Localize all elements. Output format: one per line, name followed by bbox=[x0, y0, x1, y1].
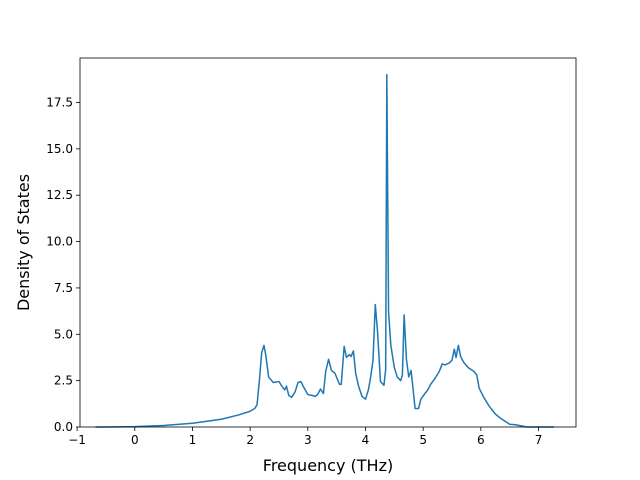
x-tick-label: 5 bbox=[419, 433, 427, 447]
x-tick-label: 0 bbox=[131, 433, 139, 447]
x-tick-label: 3 bbox=[304, 433, 312, 447]
x-tick-label: 2 bbox=[246, 433, 254, 447]
x-tick-label: 4 bbox=[362, 433, 370, 447]
x-axis-ticks: −1 0 1 2 3 4 5 6 7 bbox=[68, 427, 542, 447]
y-tick-label: 15.0 bbox=[46, 142, 73, 156]
y-tick-label: 17.5 bbox=[46, 96, 73, 110]
x-tick-label: 6 bbox=[477, 433, 485, 447]
y-axis-ticks: 0.0 2.5 5.0 7.5 10.0 12.5 15.0 17.5 bbox=[46, 96, 80, 434]
y-tick-label: 12.5 bbox=[46, 188, 73, 202]
y-tick-label: 2.5 bbox=[54, 374, 73, 388]
x-tick-label: 1 bbox=[189, 433, 197, 447]
x-tick-label: 7 bbox=[535, 433, 543, 447]
plot-area bbox=[95, 73, 555, 428]
y-tick-label: 10.0 bbox=[46, 235, 73, 249]
y-tick-label: 0.0 bbox=[54, 420, 73, 434]
y-tick-label: 7.5 bbox=[54, 281, 73, 295]
dos-series-line-0 bbox=[95, 73, 555, 428]
y-tick-label: 5.0 bbox=[54, 327, 73, 341]
x-tick-label: −1 bbox=[68, 433, 86, 447]
axes-frame bbox=[79, 57, 577, 428]
y-axis-label: Density of States bbox=[14, 174, 33, 311]
x-axis-label: Frequency (THz) bbox=[263, 456, 393, 475]
